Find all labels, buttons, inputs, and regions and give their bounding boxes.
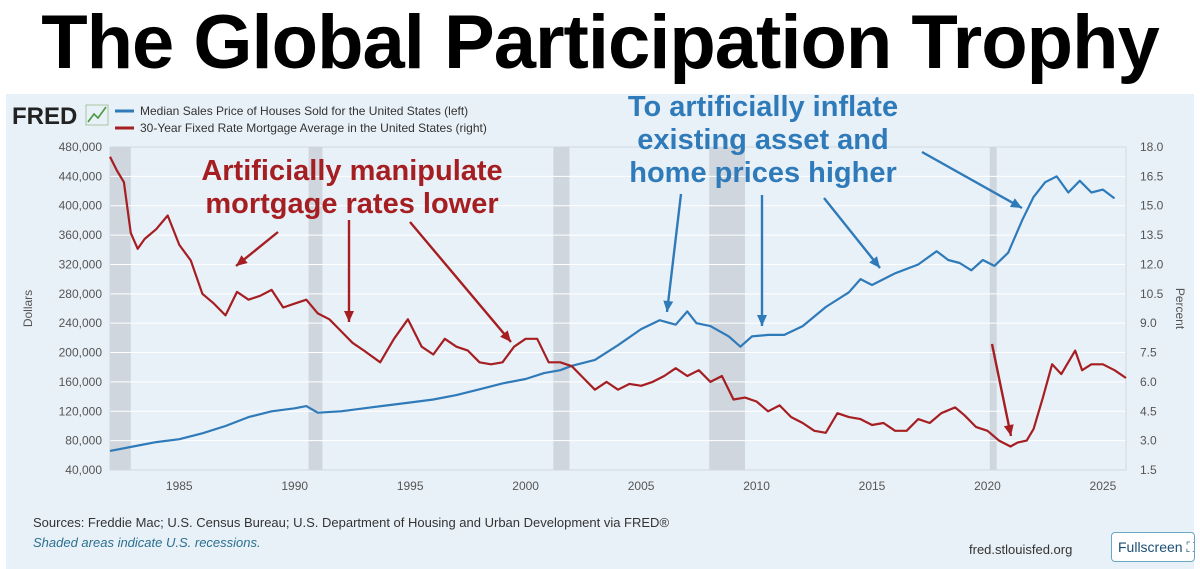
- fullscreen-button[interactable]: Fullscreen ⛶: [1111, 532, 1195, 562]
- blue-arrow-1-head: [663, 300, 674, 312]
- left-axis-label: Dollars: [21, 290, 35, 327]
- plot-border: [109, 146, 1127, 471]
- right-tick-label: 4.5: [1140, 404, 1157, 418]
- red-arrow-1-head: [236, 255, 248, 266]
- plot-area: [109, 146, 1127, 471]
- right-tick-label: 10.5: [1140, 287, 1164, 301]
- left-tick-label: 360,000: [59, 228, 103, 242]
- fred-logo[interactable]: FRED: [12, 103, 77, 130]
- left-tick-label: 280,000: [59, 287, 103, 301]
- x-tick-label: 1990: [281, 479, 308, 493]
- x-tick-label: 2025: [1090, 479, 1117, 493]
- recession-band-3: [709, 147, 745, 470]
- recession-bands: [110, 147, 997, 470]
- series-lines: [109, 156, 1127, 452]
- left-tick-label: 400,000: [59, 199, 103, 213]
- recession-note: Shaded areas indicate U.S. recessions.: [33, 535, 261, 550]
- annotation-red-line-2: mortgage rates lower: [205, 188, 498, 220]
- right-tick-label: 13.5: [1140, 228, 1164, 242]
- chart: 480,000 18.0 440,000 16.5 400,000 15.0 360,000…: [12, 94, 1187, 493]
- left-tick-label: 480,000: [59, 140, 103, 154]
- x-tick-label: 2000: [512, 479, 539, 493]
- chart-panel: 480,000 18.0 440,000 16.5 400,000 15.0 360,000…: [6, 94, 1194, 569]
- blue-arrow-2-head: [757, 315, 767, 326]
- blue-arrow-4-head: [1009, 198, 1022, 208]
- left-tick-label: 120,000: [59, 404, 103, 418]
- right-tick-label: 9.0: [1140, 316, 1157, 330]
- blue-arrow-1: [665, 193, 683, 313]
- left-tick-label: 160,000: [59, 375, 103, 389]
- annotation-red-line-1: Artificially manipulate: [201, 155, 502, 187]
- annotation-blue-line-2: existing asset and: [637, 124, 888, 156]
- left-tick-label: 440,000: [59, 169, 103, 183]
- red-arrow-2-head: [344, 311, 354, 322]
- right-tick-label: 6.0: [1140, 375, 1157, 389]
- blue-arrow-3: [823, 197, 881, 269]
- x-tick-label: 2010: [743, 479, 770, 493]
- x-tick-label: 2020: [974, 479, 1001, 493]
- legend: FRED Median Sales Price of Houses Sold f…: [12, 103, 487, 135]
- right-tick-label: 7.5: [1140, 346, 1157, 360]
- blue-arrow-3-head: [869, 256, 880, 268]
- red-arrow-4: [990, 343, 1013, 437]
- right-tick-label: 18.0: [1140, 140, 1164, 154]
- fred-url-link[interactable]: fred.stlouisfed.org: [969, 542, 1073, 557]
- sources-note: Sources: Freddie Mac; U.S. Census Bureau…: [33, 515, 670, 530]
- recession-band-0: [110, 147, 131, 470]
- right-tick-label: 3.0: [1140, 434, 1157, 448]
- left-tick-label: 80,000: [65, 434, 102, 448]
- right-axis-label: Percent: [1173, 288, 1187, 330]
- left-tick-label: 320,000: [59, 257, 103, 271]
- legend-item-house-price[interactable]: Median Sales Price of Houses Sold for th…: [140, 104, 468, 118]
- red-arrow-4-head: [1003, 424, 1014, 436]
- red-arrow-3: [409, 221, 512, 343]
- recession-band-2: [553, 147, 570, 470]
- fullscreen-label: Fullscreen: [1118, 539, 1183, 555]
- right-tick-label: 16.5: [1140, 169, 1164, 183]
- mortgage-rate-line: [109, 156, 1127, 448]
- annotation-blue-line-1: To artificially inflate: [628, 94, 898, 123]
- left-tick-label: 200,000: [59, 346, 103, 360]
- x-tick-label: 1985: [166, 479, 193, 493]
- right-tick-label: 12.0: [1140, 257, 1164, 271]
- x-tick-label: 2015: [859, 479, 886, 493]
- blue-arrow-4: [921, 150, 1023, 210]
- recession-band-1: [308, 147, 323, 470]
- left-tick-label: 40,000: [65, 463, 102, 477]
- annotation-blue-line-3: home prices higher: [629, 157, 897, 189]
- red-arrow-3-head: [500, 330, 511, 342]
- x-tick-label: 1995: [397, 479, 424, 493]
- left-tick-label: 240,000: [59, 316, 103, 330]
- headline: The Global Participation Trophy: [41, 0, 1160, 85]
- recession-band-4: [989, 147, 997, 470]
- legend-item-mortgage-rate[interactable]: 30-Year Fixed Rate Mortgage Average in t…: [140, 121, 487, 135]
- house-price-line: [109, 175, 1116, 452]
- right-tick-label: 1.5: [1140, 463, 1157, 477]
- axes: 480,000 18.0 440,000 16.5 400,000 15.0 360,000…: [21, 140, 1187, 493]
- right-tick-label: 15.0: [1140, 199, 1164, 213]
- fullscreen-icon: ⛶: [1186, 539, 1194, 555]
- chart-line-icon: [85, 104, 109, 126]
- x-tick-label: 2005: [628, 479, 655, 493]
